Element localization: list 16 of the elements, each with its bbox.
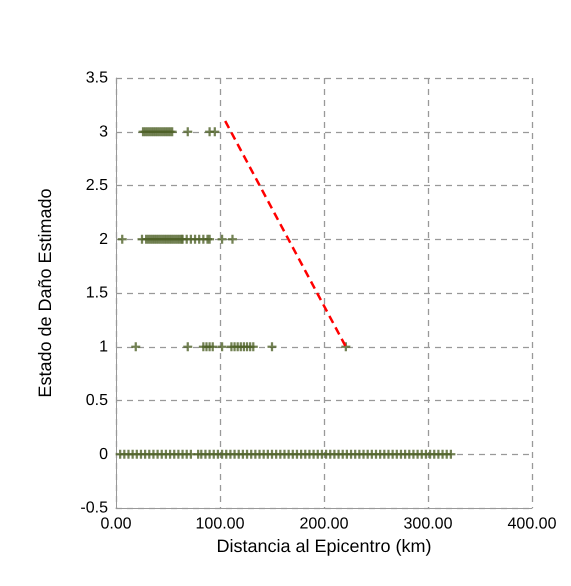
x-tick-label: 300.00 <box>404 516 453 532</box>
y-tick-label: 2 <box>99 230 108 248</box>
y-tick-label: 3.5 <box>86 70 108 86</box>
y-tick-label: -0.5 <box>80 500 108 516</box>
y-tick-label: 2.5 <box>86 177 108 194</box>
y-tick-label: 1.5 <box>86 284 108 302</box>
y-tick-label: 0.5 <box>86 392 108 409</box>
x-tick-label: 200.00 <box>300 516 349 532</box>
x-tick-label: 100.00 <box>196 516 245 532</box>
y-tick-label: 3 <box>99 123 108 140</box>
y-tick-label: 0 <box>99 446 108 463</box>
x-tick-label: 0.00 <box>100 516 132 532</box>
y-tick-label: 1 <box>99 338 108 356</box>
x-tick-label: 400.00 <box>508 516 557 532</box>
y-axis-title: Estado de Daño Estimado <box>35 188 55 398</box>
x-axis-title: Distancia al Epicentro (km) <box>216 536 432 556</box>
